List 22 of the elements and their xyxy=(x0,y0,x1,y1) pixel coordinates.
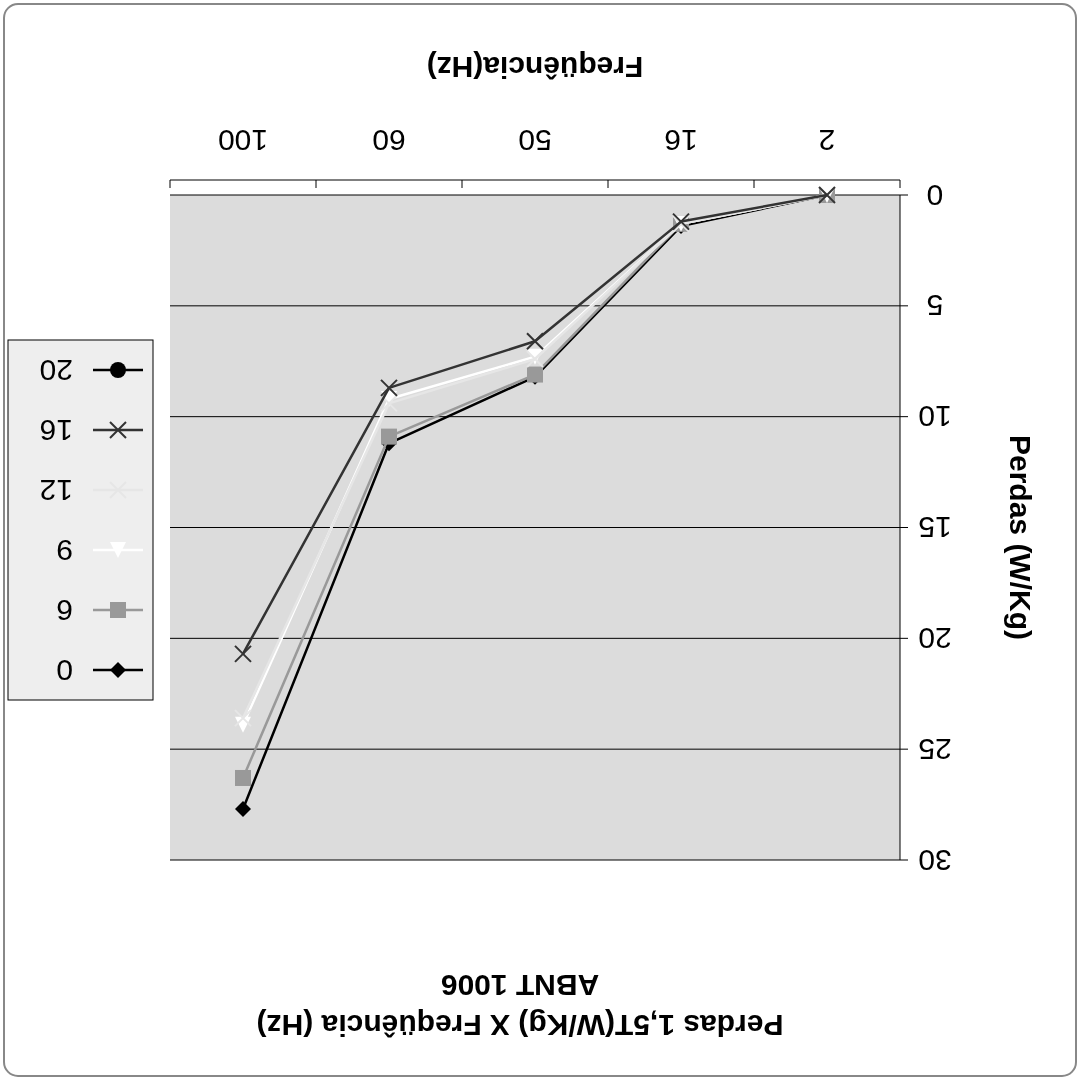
legend-label: 6 xyxy=(56,593,73,627)
y-tick-label: 20 xyxy=(918,621,952,655)
y-tick-label: 10 xyxy=(918,400,952,434)
y-tick-label: 0 xyxy=(926,178,944,212)
x-tick-label: 2 xyxy=(818,123,836,157)
text: ABNT 1006 xyxy=(440,968,600,1002)
legend-label: 9 xyxy=(56,533,73,567)
y-tick-label: 5 xyxy=(926,289,944,323)
y-tick-label: 25 xyxy=(918,732,952,766)
legend-label: 12 xyxy=(39,473,73,507)
x-tick-label: 60 xyxy=(372,123,406,157)
y-tick-label: 15 xyxy=(918,511,952,544)
x-tick-label: 100 xyxy=(217,123,269,157)
legend-label: 16 xyxy=(39,413,73,447)
y-tick-label: 30 xyxy=(918,843,952,877)
x-tick-label: 50 xyxy=(518,123,552,157)
x-axis-title: Freqüência(Hz) xyxy=(426,50,644,84)
x-tick-label: 16 xyxy=(664,123,698,157)
legend-label: 20 xyxy=(39,353,73,387)
y-axis-title: Perdas (W/Kg) xyxy=(1003,434,1037,641)
legend-label: 0 xyxy=(56,653,73,687)
text: Perdas 1,5T(W/Kg) X Freqüência (Hz) xyxy=(256,1008,784,1042)
